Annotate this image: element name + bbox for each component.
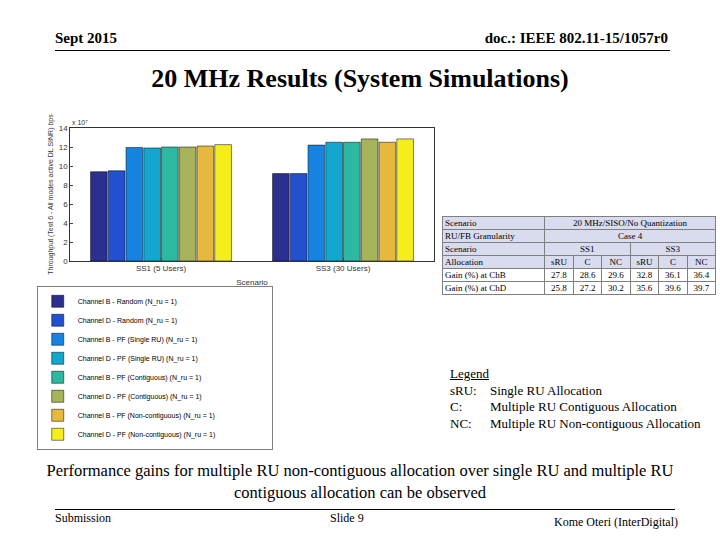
html-text:SS1: SS1	[580, 244, 595, 254]
html-text:39.7: 39.7	[693, 283, 710, 293]
html-text:Slide 9: Slide 9	[330, 511, 364, 525]
svg-text:Channel D - PF (Contiguous) (N: Channel D - PF (Contiguous) (N_ru = 1)	[78, 393, 202, 401]
svg-text:Scenario: Scenario	[236, 278, 268, 287]
svg-text:Channel B - PF (Non-contiguous: Channel B - PF (Non-contiguous) (N_ru = …	[78, 412, 215, 420]
html-text:C: C	[669, 257, 676, 267]
html-text:Scenario: Scenario	[445, 218, 477, 228]
svg-text:8: 8	[63, 181, 68, 190]
html-text:Multiple RU Non-contiguous All: Multiple RU Non-contiguous Allocation	[490, 415, 701, 431]
html-text:20 MHz Results (System Simulat: 20 MHz Results (System Simulations)	[151, 64, 569, 93]
html-text:28.6: 28.6	[579, 270, 596, 280]
svg-text:Throughput (Test 6 - All modes: Throughput (Test 6 - All modes active DL…	[47, 114, 55, 275]
html-text:RU/FB Granularity: RU/FB Granularity	[445, 231, 515, 241]
svg-text:2: 2	[63, 238, 68, 247]
html-text:Performance gains for multiple: Performance gains for multiple RU non-co…	[46, 461, 674, 502]
html-text:27.2: 27.2	[579, 283, 596, 293]
svg-text:Channel B - Random (N_ru = 1): Channel B - Random (N_ru = 1)	[78, 298, 177, 306]
svg-text:4: 4	[63, 219, 68, 228]
html-text:20 MHz/SISO/No Quantization: 20 MHz/SISO/No Quantization	[573, 218, 688, 228]
svg-text:10: 10	[59, 162, 68, 171]
svg-text:SS1 (5 Users): SS1 (5 Users)	[136, 264, 187, 273]
html-text:32.8: 32.8	[636, 270, 653, 280]
html-text:sRU: sRU	[551, 257, 567, 267]
svg-text:14: 14	[59, 124, 68, 133]
svg-text:0: 0	[63, 257, 68, 266]
html-text:Sept 2015: Sept 2015	[55, 30, 118, 46]
html-text:36.4: 36.4	[693, 270, 710, 280]
html-text:SS3: SS3	[665, 244, 680, 254]
svg-text:x 10⁷: x 10⁷	[72, 119, 88, 126]
svg-text:Channel D - Random (N_ru = 1): Channel D - Random (N_ru = 1)	[78, 317, 177, 325]
html-text:Scenario: Scenario	[445, 244, 477, 254]
svg-text:Channel B - PF (Single RU) (N_: Channel B - PF (Single RU) (N_ru = 1)	[78, 336, 198, 344]
html-text:Multiple RU Contiguous Allocat: Multiple RU Contiguous Allocation	[490, 399, 677, 414]
html-text:C: C	[584, 257, 591, 267]
html-text:27.8: 27.8	[551, 270, 567, 280]
html-text:sRU: sRU	[636, 257, 653, 267]
html-text:NC: NC	[609, 257, 623, 267]
html-text:Single RU Allocation: Single RU Allocation	[490, 382, 602, 398]
html-text:Gain (%) at ChD: Gain (%) at ChD	[445, 283, 507, 293]
html-text:Kome Oteri (InterDigital): Kome Oteri (InterDigital)	[554, 515, 678, 529]
html-text:35.6: 35.6	[636, 283, 653, 293]
html-text:Gain (%) at ChB: Gain (%) at ChB	[445, 270, 506, 280]
html-text:NC: NC	[695, 257, 708, 267]
html-text:Case 4: Case 4	[617, 231, 643, 241]
html-text:39.6: 39.6	[665, 283, 681, 293]
svg-text:12: 12	[59, 143, 68, 152]
html-text:NC:: NC:	[450, 415, 472, 431]
svg-text:SS3 (30 Users): SS3 (30 Users)	[316, 264, 371, 273]
html-text:Allocation: Allocation	[445, 257, 483, 267]
html-text:29.6: 29.6	[608, 270, 624, 280]
html-text:36.1: 36.1	[665, 270, 681, 280]
html-text:Legend: Legend	[450, 366, 489, 381]
html-text:C:: C:	[450, 399, 463, 414]
html-text:Submission: Submission	[55, 511, 111, 525]
html-text:25.8: 25.8	[551, 283, 567, 293]
html-text:sRU:: sRU:	[450, 382, 477, 398]
svg-text:6: 6	[63, 200, 68, 209]
svg-text:Channel B - PF (Contiguous) (N: Channel B - PF (Contiguous) (N_ru = 1)	[78, 374, 202, 382]
svg-text:Channel D - PF (Non-contiguous: Channel D - PF (Non-contiguous) (N_ru = …	[78, 431, 216, 439]
html-text:doc.: IEEE 802.11-15/1057r0: doc.: IEEE 802.11-15/1057r0	[484, 30, 668, 46]
svg-text:Channel D - PF (Single RU) (N_: Channel D - PF (Single RU) (N_ru = 1)	[78, 355, 198, 363]
html-text:30.2: 30.2	[608, 283, 624, 293]
